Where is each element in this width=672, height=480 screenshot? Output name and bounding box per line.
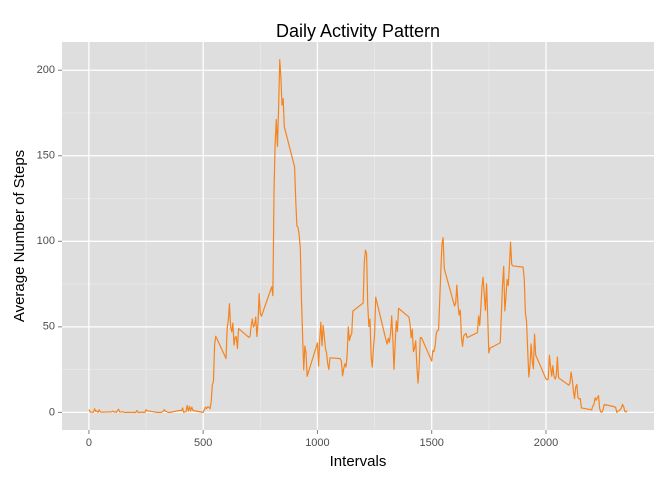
y-tick-label: 50 [43, 321, 55, 333]
x-tick-label: 0 [86, 437, 92, 449]
x-tick-label: 500 [194, 437, 212, 449]
data-line [88, 59, 628, 413]
y-tick-label: 150 [37, 150, 55, 162]
x-axis-label: Intervals [330, 453, 387, 470]
x-tick-label: 1000 [305, 437, 329, 449]
x-tick-label: 1500 [419, 437, 443, 449]
chart-title: Daily Activity Pattern [276, 21, 440, 41]
plot-panel [62, 42, 654, 430]
y-tick-label: 200 [37, 64, 55, 76]
x-tick-label: 2000 [534, 437, 558, 449]
y-tick-label: 100 [37, 235, 55, 247]
y-axis-label: Average Number of Steps [11, 150, 28, 322]
y-tick-label: 0 [49, 406, 55, 418]
